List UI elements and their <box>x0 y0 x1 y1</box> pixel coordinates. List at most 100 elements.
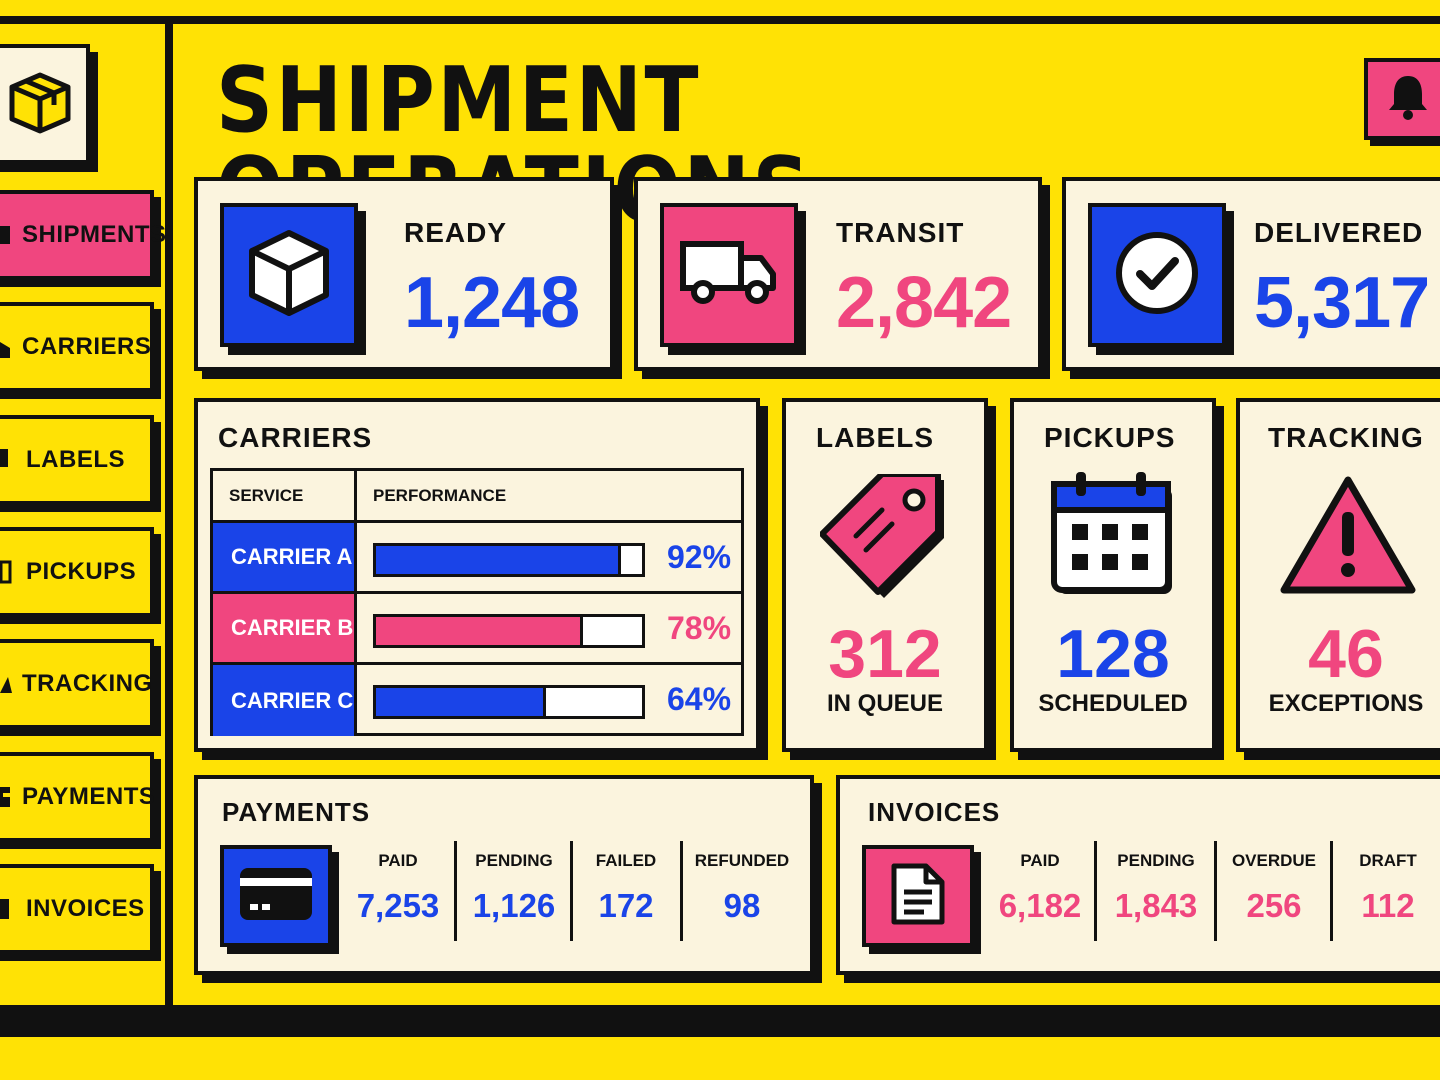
invoices-metric: DRAFT 112 <box>1336 839 1440 943</box>
metric-label: PENDING <box>475 851 553 870</box>
tag-icon <box>819 471 950 605</box>
table-header: SERVICE PERFORMANCE <box>213 471 741 523</box>
panel-title: TRACKING <box>1268 422 1424 453</box>
tracking-subtitle: EXCEPTIONS <box>1268 690 1424 717</box>
stat-label: DELIVERED <box>1254 217 1424 248</box>
performance-percent: 78% <box>667 610 732 646</box>
metric-value: 7,253 <box>356 887 440 924</box>
sidebar-item-label: PICKUPS <box>26 558 137 585</box>
sidebar-item-tracking[interactable]: TRACKING <box>0 639 154 729</box>
metric-value: 172 <box>598 887 654 924</box>
payments-metric: PENDING 1,126 <box>462 839 566 943</box>
metric-value: 1,126 <box>472 887 556 924</box>
column-header-performance: PERFORMANCE <box>373 485 507 505</box>
stat-card-transit: TRANSIT 2,842 <box>634 177 1042 371</box>
performance-bar <box>373 614 645 648</box>
alert-icon <box>0 673 14 695</box>
sidebar-item-label: SHIPMENTS <box>22 221 167 248</box>
invoices-icon-box <box>862 845 974 947</box>
metric-value: 6,182 <box>998 887 1082 924</box>
check-circle-icon <box>1112 228 1202 323</box>
divider <box>570 841 573 941</box>
stat-icon-box <box>1088 203 1226 347</box>
performance-bar-fill <box>376 688 547 716</box>
performance-bar <box>373 543 645 577</box>
divider <box>1094 841 1097 941</box>
performance-percent: 64% <box>667 681 732 717</box>
panel-title: PAYMENTS <box>222 797 371 827</box>
divider <box>1330 841 1333 941</box>
metric-label: FAILED <box>595 851 657 870</box>
metric-value: 256 <box>1246 887 1302 924</box>
metric-label: PAID <box>1020 851 1060 870</box>
pickups-subtitle: SCHEDULED <box>1038 690 1188 717</box>
calendar-icon <box>1050 470 1180 605</box>
sidebar-item-label: CARRIERS <box>22 333 152 360</box>
invoices-metric: PENDING 1,843 <box>1102 839 1210 943</box>
metric-label: REFUNDED <box>694 851 790 870</box>
payments-panel: PAYMENTS PAID 7,253 PENDING 1,126 FAILED… <box>194 775 814 975</box>
metric-label: OVERDUE <box>1231 851 1317 870</box>
tag-icon <box>0 449 18 471</box>
stat-card-ready: READY 1,248 <box>194 177 614 371</box>
metric-value: 98 <box>723 887 761 924</box>
metric-value: 112 <box>1361 887 1415 924</box>
labels-card[interactable]: LABELS 312 IN QUEUE <box>782 398 988 752</box>
carrier-name: CARRIER B <box>213 594 357 662</box>
payments-metric: FAILED 172 <box>578 839 674 943</box>
bell-icon <box>1386 72 1430 127</box>
calendar-icon <box>0 560 18 584</box>
document-icon <box>0 898 18 920</box>
column-header-service: SERVICE <box>213 471 357 520</box>
stat-icon-box <box>220 203 358 347</box>
metric-label: PENDING <box>1117 851 1195 870</box>
stat-card-delivered: DELIVERED 5,317 <box>1062 177 1440 371</box>
metric-label: DRAFT <box>1359 851 1417 870</box>
package-box-icon <box>6 67 72 142</box>
labels-count: 312 <box>828 616 942 692</box>
panel-title: INVOICES <box>868 797 1001 827</box>
truck-icon <box>0 336 14 358</box>
sidebar-item-labels[interactable]: LABELS <box>0 415 154 505</box>
sidebar-item-label: INVOICES <box>26 895 145 922</box>
table-row[interactable]: CARRIER C 64% <box>213 665 741 736</box>
truck-icon <box>679 238 779 313</box>
invoices-metric: OVERDUE 256 <box>1220 839 1328 943</box>
stat-label: TRANSIT <box>836 217 965 248</box>
credit-card-icon <box>238 866 314 927</box>
stat-value: 5,317 <box>1254 263 1430 343</box>
payments-icon-box <box>220 845 332 947</box>
invoices-metric: PAID 6,182 <box>990 839 1090 943</box>
table-row[interactable]: CARRIER A 92% <box>213 523 741 594</box>
sidebar-item-label: PAYMENTS <box>22 783 156 810</box>
table-row[interactable]: CARRIER B 78% <box>213 594 741 665</box>
panel-title: PICKUPS <box>1044 422 1176 453</box>
invoices-panel: INVOICES PAID 6,182 PENDING 1,843 OVERDU… <box>836 775 1440 975</box>
bottom-bar <box>0 1005 1440 1037</box>
carrier-name: CARRIER A <box>213 523 357 591</box>
sidebar-item-payments[interactable]: PAYMENTS <box>0 752 156 842</box>
sidebar-item-carriers[interactable]: CARRIERS <box>0 302 154 392</box>
box-icon <box>0 224 14 246</box>
performance-bar <box>373 685 645 719</box>
carrier-name: CARRIER C <box>213 665 357 736</box>
sidebar-item-pickups[interactable]: PICKUPS <box>0 527 154 617</box>
sidebar-divider <box>165 16 173 1006</box>
pickups-card[interactable]: PICKUPS 128 SCHEDULED <box>1010 398 1216 752</box>
labels-subtitle: IN QUEUE <box>826 690 943 717</box>
sidebar-item-invoices[interactable]: INVOICES <box>0 864 154 954</box>
divider <box>1214 841 1217 941</box>
performance-bar-fill <box>376 617 584 645</box>
card-icon <box>0 786 14 808</box>
cube-icon <box>244 225 334 326</box>
app-logo[interactable] <box>0 44 90 164</box>
divider <box>680 841 683 941</box>
tracking-card[interactable]: TRACKING 46 EXCEPTIONS <box>1236 398 1440 752</box>
document-icon <box>890 862 946 931</box>
tracking-count: 46 <box>1308 616 1384 692</box>
notifications-button[interactable] <box>1364 58 1440 140</box>
sidebar-item-shipments[interactable]: SHIPMENTS <box>0 190 166 280</box>
carriers-panel: CARRIERS SERVICE PERFORMANCE CARRIER A 9… <box>194 398 760 752</box>
warning-icon <box>1278 472 1418 603</box>
sidebar-item-label: TRACKING <box>22 670 153 697</box>
